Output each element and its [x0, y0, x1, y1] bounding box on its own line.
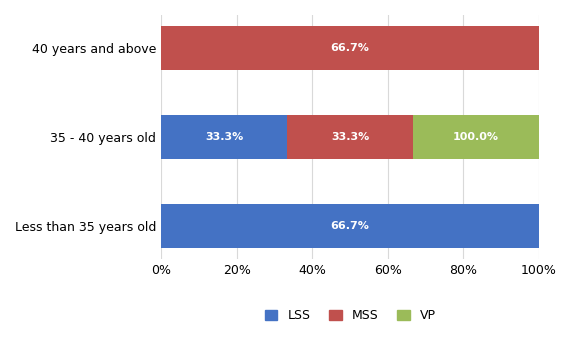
Bar [161, 26, 539, 71]
Bar [161, 204, 539, 248]
Bar [161, 115, 287, 159]
Bar [287, 115, 413, 159]
Bar [413, 115, 539, 159]
Text: 33.3%: 33.3% [205, 132, 243, 142]
Text: 66.7%: 66.7% [331, 221, 370, 231]
Text: 100.0%: 100.0% [453, 132, 499, 142]
Legend: LSS, MSS, VP: LSS, MSS, VP [260, 304, 440, 327]
Text: 33.3%: 33.3% [331, 132, 369, 142]
Text: 66.7%: 66.7% [331, 43, 370, 53]
